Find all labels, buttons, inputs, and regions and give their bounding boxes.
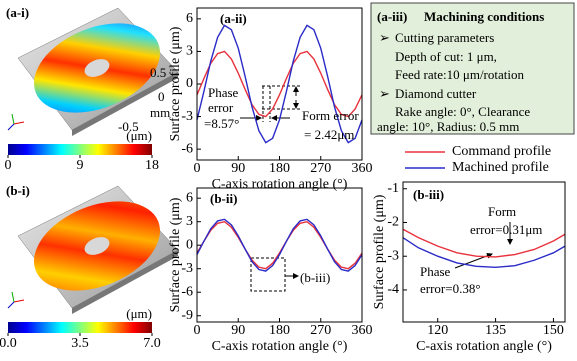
y-axis-label: Surface profile (μm)	[372, 194, 387, 309]
y-tick-label: 3	[186, 214, 193, 229]
colorbar-tick-label: 9	[77, 158, 84, 173]
x-axis-label: C-axis rotation angle (°)	[416, 339, 552, 354]
condition-line: angle: 10°, Radius: 0.5 mm	[377, 119, 519, 134]
x-tick-label: 180	[269, 161, 290, 176]
box-label: (a-iii)	[377, 9, 407, 24]
annotation: (b-iii)	[300, 270, 330, 285]
y-tick-label: -4	[387, 282, 399, 297]
panel-label: (b-i)	[6, 183, 30, 198]
y-tick-label: -6	[181, 141, 193, 156]
annotation: error=0.38°	[420, 281, 481, 296]
y-tick-label: 6	[186, 190, 193, 205]
annotation: Form error	[302, 108, 359, 123]
condition-line: Rake angle: 0°, Clearance	[395, 104, 530, 119]
panel-label: (b-iii)	[413, 187, 444, 202]
x-tick-label: 0	[194, 161, 201, 176]
condition-line: Depth of cut: 1 μm,	[395, 49, 497, 64]
x-tick-label: 120	[427, 323, 448, 338]
x-tick-label: 360	[352, 323, 373, 338]
colorbar-tick-label: 3.5	[71, 336, 89, 351]
surface-b	[8, 184, 178, 314]
x-tick-label: 0	[194, 323, 201, 338]
y-axis-label: Surface profile (μm)	[168, 26, 183, 141]
x-tick-label: 135	[485, 323, 506, 338]
colorbar-unit: (μm)	[126, 128, 152, 143]
colorbar	[8, 322, 152, 333]
panel-label: (b-ii)	[210, 191, 237, 206]
x-tick-label: 270	[310, 323, 331, 338]
annotation: =8.57°	[204, 116, 239, 131]
panel-label: (a-ii)	[220, 11, 247, 26]
figure: ➢ ➢ (a-i)0.50-0.5mm(μm)0918(b-i)(μm)0.03…	[0, 0, 577, 361]
x-tick-label: 90	[231, 323, 245, 338]
legend-label: Command profile	[452, 144, 551, 159]
box-title: Machining conditions	[424, 9, 544, 24]
colorbar-unit: (μm)	[126, 306, 152, 321]
x-tick-label: 180	[269, 323, 290, 338]
y-tick-label: 0	[186, 76, 193, 91]
colorbar-tick-label: 18	[145, 158, 159, 173]
y-tick-label: -2	[387, 215, 399, 230]
x-tick-label: 360	[352, 161, 373, 176]
bullet: ➢	[379, 30, 390, 45]
annotation: error=0.31μm	[470, 222, 542, 237]
condition-line: Cutting parameters	[395, 30, 494, 45]
annotation: error	[208, 100, 234, 115]
colorbar-tick-label: 0.0	[0, 336, 17, 351]
panel-label: (a-i)	[6, 5, 29, 20]
bullet: ➢	[379, 86, 390, 101]
page: { "surface_a": {"label": "(a-i)", "axis_…	[0, 0, 577, 361]
condition-line: Feed rate:10 μm/rotation	[395, 67, 524, 82]
annotation: Phase	[420, 264, 451, 279]
x-axis-label: C-axis rotation angle (°)	[212, 339, 348, 354]
y-tick-label: 3	[186, 44, 193, 59]
condition-line: Diamond cutter	[395, 86, 477, 101]
annotation: = 2.42μm	[304, 127, 354, 142]
y-axis-label: Surface profile (μm)	[168, 197, 183, 312]
colorbar-tick-label: 0	[5, 158, 12, 173]
axis-tick-label: 0	[158, 89, 165, 104]
x-tick-label: 90	[231, 161, 245, 176]
y-tick-label: -3	[387, 248, 399, 263]
x-axis-label: C-axis rotation angle (°)	[212, 177, 348, 192]
colorbar-tick-label: 7.0	[143, 336, 161, 351]
x-tick-label: 270	[310, 161, 331, 176]
axis-tick-label: 0.5	[150, 65, 166, 80]
annotation: Phase	[208, 85, 239, 100]
legend-label: Machined profile	[452, 160, 549, 175]
colorbar	[8, 144, 152, 155]
x-tick-label: 150	[543, 323, 564, 338]
annotation: Form	[488, 204, 516, 219]
series-line	[197, 222, 362, 269]
y-tick-label: 6	[186, 11, 193, 26]
y-tick-label: 0	[186, 237, 193, 252]
y-tick-label: -1	[387, 181, 399, 196]
axis-unit: mm	[150, 105, 170, 120]
